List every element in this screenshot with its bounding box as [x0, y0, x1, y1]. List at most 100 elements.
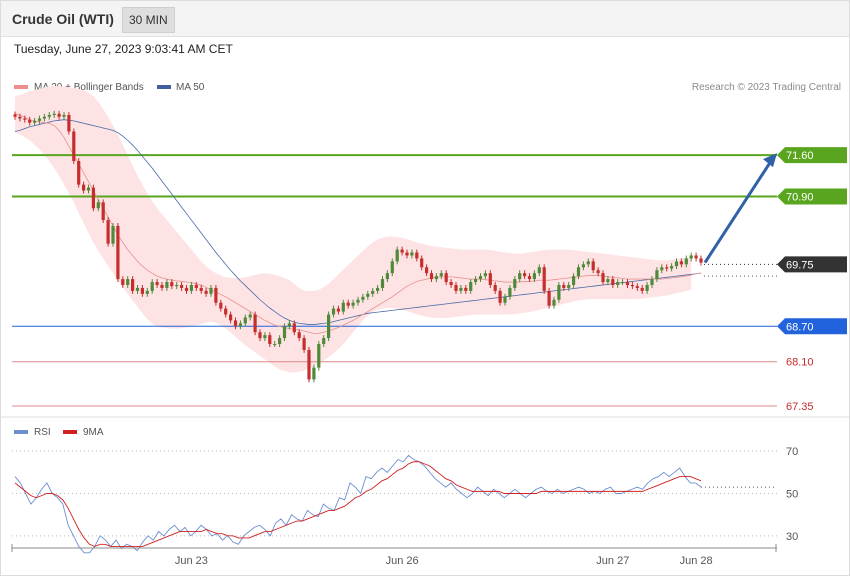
candle-body	[18, 116, 22, 119]
candle-body	[327, 314, 331, 339]
level-tag-69.75	[777, 256, 847, 273]
price-pane: 71.60 70.90 69.75 68.70 68.10 67.35	[12, 86, 847, 413]
chart-header: Crude Oil (WTI) 30 MIN	[1, 1, 849, 37]
candle-body	[312, 367, 316, 380]
candle-body	[282, 326, 287, 339]
candle-body	[273, 344, 277, 346]
x-tick-label: Jun 23	[175, 555, 208, 567]
candle-body	[62, 114, 66, 117]
candle-body	[655, 270, 659, 280]
candle-body	[689, 255, 693, 259]
candle-body	[380, 279, 385, 288]
level-tag-68.70	[777, 318, 847, 335]
candle-body	[694, 255, 698, 259]
candle-body	[106, 220, 110, 244]
candle-body	[170, 282, 174, 287]
candle-body	[547, 290, 551, 306]
candle-body	[287, 323, 291, 327]
candle-body	[331, 308, 336, 315]
candle-body	[635, 286, 639, 288]
candle-body	[91, 187, 95, 209]
candle-body	[82, 184, 86, 191]
candle-body	[591, 261, 595, 271]
level-tag-70.90	[777, 188, 847, 205]
candle-body	[23, 118, 27, 120]
candle-body	[390, 261, 394, 274]
candle-body	[395, 249, 399, 262]
candle-body	[160, 284, 164, 288]
candle-body	[503, 296, 507, 303]
candle-body	[699, 258, 703, 263]
candle-body	[184, 287, 189, 291]
candle-body	[346, 302, 350, 306]
candle-body	[493, 284, 497, 291]
x-tick-label: Jun 28	[680, 555, 713, 567]
candle-body	[33, 120, 37, 123]
main-legend: MA 20 + Bollinger Bands MA 50	[14, 82, 205, 93]
candle-body	[557, 284, 561, 300]
candle-body	[199, 287, 203, 291]
candle-body	[52, 113, 56, 115]
candle-body	[513, 279, 517, 288]
candle-body	[317, 344, 321, 368]
candle-body	[224, 308, 228, 315]
candle-body	[258, 332, 262, 339]
candle-body	[537, 267, 541, 274]
rsi-tick-label: 50	[786, 489, 798, 501]
candle-body	[204, 290, 208, 294]
candle-body	[135, 287, 140, 291]
candle-body	[67, 114, 71, 132]
ma20-legend-swatch	[14, 85, 28, 89]
level-label-71.60: 71.60	[786, 150, 814, 162]
candle-body	[660, 267, 664, 271]
candle-body	[572, 276, 576, 285]
rsi-legend-label: RSI	[34, 427, 51, 438]
rsi-legend-swatch	[14, 430, 28, 434]
candle-body	[341, 302, 345, 312]
x-ticks: Jun 23 Jun 26 Jun 27 Jun 28	[11, 544, 777, 567]
candle-body	[400, 249, 404, 253]
candle-body	[150, 282, 154, 291]
level-tags: 71.60 70.90 69.75 68.70 68.10 67.35	[777, 147, 847, 413]
candle-body	[209, 287, 213, 294]
ma20-legend-label: MA 20 + Bollinger Bands	[34, 82, 144, 93]
interval-badge[interactable]: 30 MIN	[122, 7, 175, 33]
candle-body	[385, 273, 389, 280]
candle-body	[518, 273, 522, 280]
ma50-line	[14, 119, 702, 325]
candle-body	[464, 287, 468, 291]
candle-body	[292, 323, 296, 333]
candle-body	[621, 282, 625, 284]
ma50-legend-label: MA 50	[176, 82, 205, 93]
candle-body	[77, 161, 81, 185]
candle-body	[189, 284, 193, 291]
candle-body	[405, 252, 409, 256]
candle-body	[253, 314, 257, 333]
level-label-67.35: 67.35	[786, 401, 814, 413]
candle-body	[322, 338, 326, 345]
candle-body	[111, 225, 115, 244]
candle-body	[596, 270, 600, 274]
candle-body	[581, 264, 585, 268]
candle-body	[630, 284, 634, 287]
rsi-legend: RSI 9MA	[14, 427, 104, 438]
rsi-tick-label: 30	[786, 531, 798, 543]
instrument-title: Crude Oil (WTI)	[12, 11, 114, 27]
candle-body	[121, 279, 125, 285]
candle-body	[670, 266, 674, 269]
level-label-70.90: 70.90	[786, 191, 814, 203]
candle-body	[645, 284, 649, 291]
candle-body	[37, 118, 42, 121]
candle-body	[356, 299, 360, 303]
candle-body	[616, 282, 620, 285]
candle-body	[278, 338, 282, 345]
price-levels	[12, 154, 777, 407]
rsi-ma-legend-label: 9MA	[83, 427, 104, 438]
candle-body	[336, 308, 340, 312]
projection-arrow-shaft	[703, 160, 773, 264]
candle-body	[238, 323, 242, 327]
candle-body	[449, 282, 453, 285]
candle-body	[214, 287, 218, 303]
x-axis: Jun 23 Jun 26 Jun 27 Jun 28	[11, 544, 777, 567]
